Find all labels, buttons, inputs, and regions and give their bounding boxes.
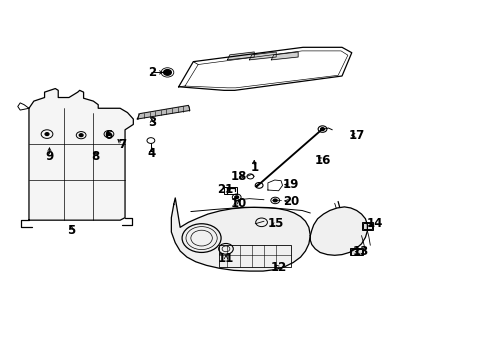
Circle shape — [107, 133, 111, 135]
Bar — [349, 248, 362, 255]
Text: 12: 12 — [270, 261, 286, 274]
Text: 19: 19 — [282, 178, 298, 191]
Circle shape — [45, 133, 49, 135]
Bar — [219, 245, 291, 267]
Text: 16: 16 — [314, 154, 330, 167]
Text: 14: 14 — [366, 217, 383, 230]
Circle shape — [273, 199, 277, 202]
Polygon shape — [137, 105, 189, 119]
Polygon shape — [249, 52, 276, 60]
Text: 11: 11 — [217, 252, 234, 265]
Circle shape — [79, 134, 83, 136]
Text: 7: 7 — [118, 138, 126, 150]
Bar — [362, 223, 371, 229]
Polygon shape — [227, 52, 254, 60]
Circle shape — [234, 196, 238, 199]
Text: 3: 3 — [147, 116, 156, 129]
Polygon shape — [271, 52, 298, 60]
Text: 15: 15 — [267, 217, 284, 230]
Text: 1: 1 — [250, 161, 258, 174]
Bar — [361, 222, 372, 230]
Text: 5: 5 — [67, 224, 75, 237]
Text: 17: 17 — [348, 129, 364, 142]
Text: 10: 10 — [230, 197, 246, 210]
Text: 20: 20 — [282, 195, 298, 208]
Text: 2: 2 — [147, 66, 156, 79]
Bar — [224, 187, 236, 194]
Polygon shape — [310, 207, 366, 255]
Text: 8: 8 — [91, 150, 100, 163]
Polygon shape — [29, 89, 133, 220]
Text: 9: 9 — [45, 150, 54, 163]
Text: 6: 6 — [103, 129, 112, 142]
Text: 4: 4 — [147, 147, 156, 159]
Circle shape — [320, 128, 324, 131]
Bar — [350, 249, 361, 255]
Text: 13: 13 — [352, 245, 368, 258]
Polygon shape — [171, 198, 310, 271]
Text: 18: 18 — [230, 170, 246, 183]
Text: 21: 21 — [216, 183, 233, 196]
Circle shape — [163, 69, 171, 75]
